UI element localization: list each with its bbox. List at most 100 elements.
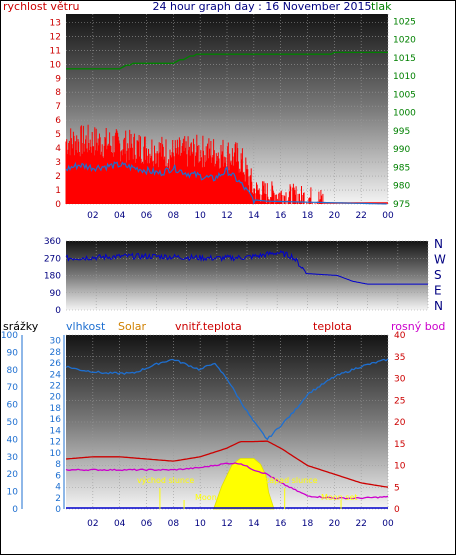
x-tick-label: 02	[87, 519, 98, 529]
x-tick-label: 10	[194, 211, 206, 221]
moonset-label: Moon set	[321, 493, 358, 502]
compass-label: N	[434, 299, 443, 313]
humidity-tick-label: 22	[50, 382, 61, 392]
humidity-tick-label: 4	[55, 483, 61, 493]
x-tick-label: 08	[168, 211, 180, 221]
wind-tick-label: 1	[55, 186, 61, 196]
pressure-tick-label: 985	[393, 163, 410, 173]
pressure-tick-label: 1025	[393, 17, 416, 27]
pressure-tick-label: 1005	[393, 90, 416, 100]
wind-tick-label: 2	[55, 172, 61, 182]
x-tick-label: 18	[302, 211, 314, 221]
direction-tick-label: 360	[44, 237, 61, 247]
wind-tick-label: 12	[50, 32, 61, 42]
humidity-tick-label: 14	[50, 426, 62, 436]
legend-humidity: vlhkost	[66, 320, 106, 333]
wind-tick-label: 5	[55, 130, 61, 140]
pressure-tick-label: 975	[393, 200, 410, 210]
compass-label: S	[434, 268, 442, 282]
humidity-tick-label: 6	[55, 471, 61, 481]
humidity-tick-label: 30	[50, 337, 62, 347]
compass-label: W	[434, 253, 446, 267]
legend-dewpoint: rosný bod	[391, 320, 445, 333]
rain-tick-label: 80	[7, 366, 19, 376]
x-tick-label: 22	[355, 519, 366, 529]
rain-tick-label: 100	[1, 331, 18, 341]
humidity-tick-label: 20	[50, 393, 62, 403]
temp-tick-label: 15	[394, 440, 405, 450]
temp-tick-label: 25	[394, 396, 405, 406]
direction-tick-label: 90	[50, 289, 62, 299]
x-tick-label: 04	[114, 211, 126, 221]
wind-tick-label: 0	[55, 200, 61, 210]
wind-tick-label: 11	[50, 46, 61, 56]
x-tick-label: 08	[168, 519, 180, 529]
rain-tick-label: 0	[12, 505, 18, 515]
wind-tick-label: 13	[50, 18, 61, 28]
x-tick-label: 16	[275, 519, 287, 529]
graph-title: 24 hour graph day : 16 November 2015	[152, 0, 371, 13]
legend-solar: Solar	[118, 320, 147, 333]
rain-tick-label: 40	[7, 435, 19, 445]
humidity-tick-label: 28	[50, 348, 62, 358]
direction-tick-label: 270	[44, 254, 61, 264]
pressure-series	[66, 51, 388, 70]
direction-tick-label: 0	[55, 306, 61, 316]
pressure-tick-label: 990	[393, 145, 410, 155]
humidity-tick-label: 2	[55, 494, 61, 504]
wind-tick-label: 6	[55, 116, 61, 126]
x-tick-label: 12	[221, 519, 232, 529]
wind-direction-series	[65, 249, 428, 285]
temp-tick-label: 5	[394, 483, 400, 493]
pressure-axis-label: tlak	[371, 0, 392, 13]
pressure-tick-label: 1020	[393, 36, 416, 46]
humidity-series	[65, 358, 389, 441]
rain-tick-label: 60	[7, 401, 19, 411]
compass-label: N	[434, 237, 443, 251]
x-tick-label: 02	[87, 211, 98, 221]
x-tick-label: 00	[382, 211, 394, 221]
temp-tick-label: 40	[394, 331, 406, 341]
pressure-tick-label: 995	[393, 127, 410, 137]
dewpoint-series	[65, 462, 389, 500]
x-tick-label: 04	[114, 519, 126, 529]
temp-tick-label: 35	[394, 353, 405, 363]
x-tick-label: 18	[302, 519, 314, 529]
x-tick-label: 20	[329, 519, 341, 529]
wind-tick-label: 4	[55, 144, 61, 154]
humidity-tick-label: 8	[55, 460, 61, 470]
rain-tick-label: 10	[7, 488, 19, 498]
x-tick-label: 16	[275, 211, 287, 221]
wind-tick-label: 3	[55, 158, 61, 168]
humidity-tick-label: 16	[50, 415, 62, 425]
moonrise-label: Moon rise	[195, 493, 234, 502]
temp-tick-label: 20	[394, 418, 406, 428]
x-tick-label: 14	[248, 519, 260, 529]
pressure-tick-label: 1015	[393, 54, 416, 64]
x-tick-label: 06	[141, 519, 153, 529]
wind-tick-label: 7	[55, 102, 61, 112]
legend-indoor-temp: vnitř.teplota	[175, 320, 242, 333]
humidity-tick-label: 12	[50, 438, 61, 448]
direction-tick-label: 180	[44, 272, 61, 282]
humidity-tick-label: 0	[55, 505, 61, 515]
wind-tick-label: 8	[55, 88, 61, 98]
x-tick-label: 10	[194, 519, 206, 529]
x-tick-label: 12	[221, 211, 232, 221]
rain-tick-label: 90	[7, 348, 19, 358]
rain-tick-label: 30	[7, 453, 19, 463]
pressure-tick-label: 980	[393, 182, 410, 192]
x-tick-label: 22	[355, 211, 366, 221]
legend-rain: srážky	[3, 320, 39, 333]
sunrise-label: východ slunce	[137, 476, 194, 485]
humidity-tick-label: 18	[50, 404, 62, 414]
temp-tick-label: 0	[394, 505, 400, 515]
x-tick-label: 14	[248, 211, 260, 221]
humidity-tick-label: 26	[50, 359, 62, 369]
temp-tick-label: 10	[394, 462, 406, 472]
wind-axis-label: rychlost větru	[3, 0, 79, 13]
humidity-tick-label: 24	[50, 370, 62, 380]
wind-tick-label: 9	[55, 74, 61, 84]
pressure-tick-label: 1000	[393, 109, 416, 119]
